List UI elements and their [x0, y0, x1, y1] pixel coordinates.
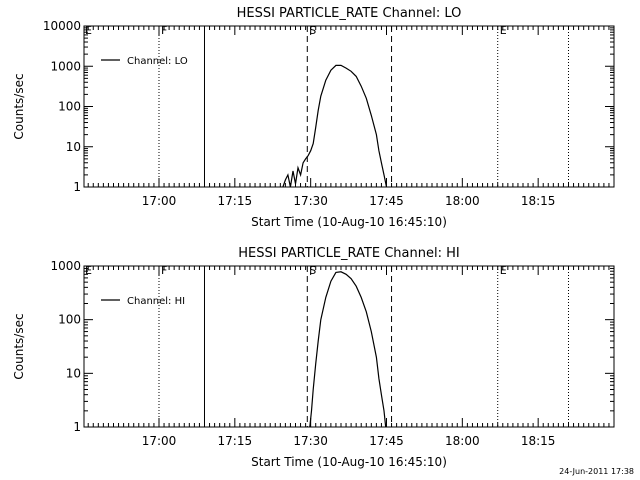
x-tick-label: 17:00: [142, 434, 177, 448]
x-tick-label: 18:00: [445, 194, 480, 208]
y-axis-label: Counts/sec: [12, 313, 26, 379]
marker-label: S: [309, 264, 316, 277]
x-tick-label: 17:30: [293, 194, 328, 208]
panel-hi: HESSI PARTICLE_RATE Channel: HI Start Tim…: [12, 246, 615, 469]
y-tick-label: 10: [66, 140, 81, 154]
x-tick-label: 17:00: [142, 194, 177, 208]
x-tick-label: 17:30: [293, 434, 328, 448]
x-tick-label: 17:45: [369, 434, 404, 448]
marker-label: E: [85, 24, 92, 37]
y-tick-label: 1: [73, 420, 81, 434]
legend-label: Channel: LO: [127, 56, 188, 67]
chart-title: HESSI PARTICLE_RATE Channel: HI: [238, 246, 459, 261]
marker-label: E: [500, 264, 507, 277]
x-tick-label: 17:15: [218, 194, 253, 208]
y-tick-label: 100: [58, 100, 81, 114]
chart-title: HESSI PARTICLE_RATE Channel: LO: [237, 6, 462, 21]
y-tick-label: 1: [73, 180, 81, 194]
y-tick-label: 1000: [50, 59, 81, 73]
plot-frame: [83, 25, 615, 188]
marker-label: E: [500, 24, 507, 37]
plot-frame: [83, 265, 615, 428]
x-tick-label: 17:15: [218, 434, 253, 448]
marker-label: F: [161, 264, 167, 277]
series-line: [282, 64, 388, 188]
x-tick-label: 18:00: [445, 434, 480, 448]
y-tick-label: 1000: [50, 259, 81, 273]
x-tick-label: 18:15: [521, 194, 556, 208]
y-tick-label: 100: [58, 313, 81, 327]
x-tick-label: 17:45: [369, 194, 404, 208]
x-tick-label: 18:15: [521, 434, 556, 448]
panel-lo: HESSI PARTICLE_RATE Channel: LO Start Tim…: [12, 6, 615, 229]
marker-label: F: [161, 24, 167, 37]
y-tick-label: 10: [66, 366, 81, 380]
y-axis-label: Counts/sec: [12, 73, 26, 139]
marker-label: S: [309, 24, 316, 37]
y-tick-label: 10000: [43, 19, 81, 33]
footer-date: 24-Jun-2011 17:38: [559, 467, 634, 476]
legend-label: Channel: HI: [127, 296, 185, 307]
x-axis-label: Start Time (10-Aug-10 16:45:10): [251, 455, 447, 469]
x-axis-label: Start Time (10-Aug-10 16:45:10): [251, 215, 447, 229]
marker-label: E: [85, 264, 92, 277]
series-line: [309, 271, 387, 428]
